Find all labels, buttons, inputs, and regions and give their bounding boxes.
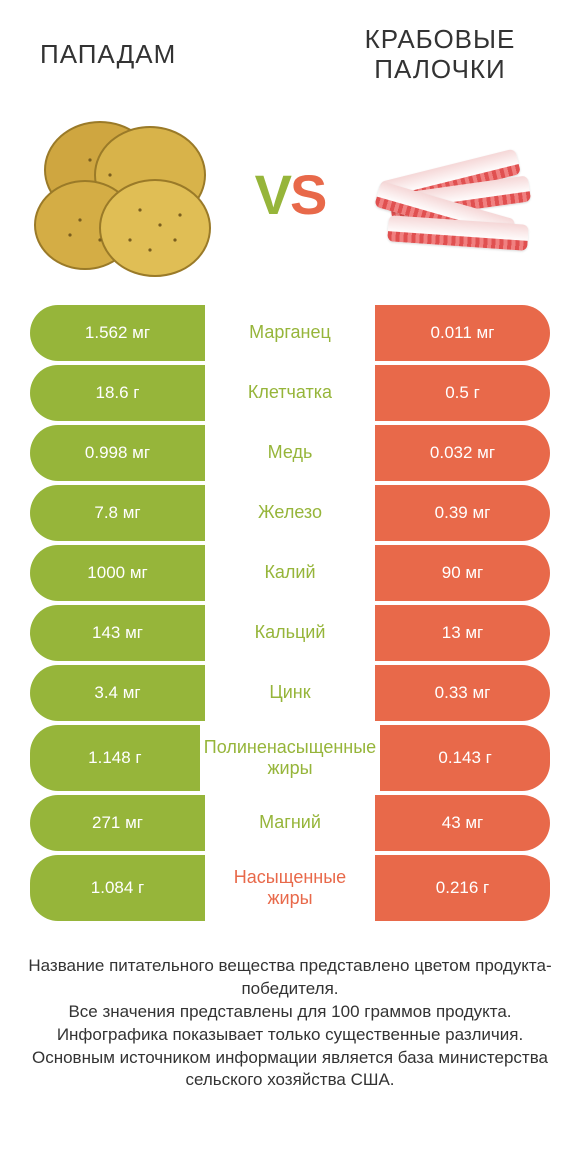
value-right: 0.032 мг: [375, 425, 550, 481]
footnote: Название питательного вещества представл…: [0, 925, 580, 1093]
table-row: 1.148 гПолиненасыщенные жиры0.143 г: [30, 725, 550, 791]
value-right: 0.5 г: [375, 365, 550, 421]
table-row: 7.8 мгЖелезо0.39 мг: [30, 485, 550, 541]
value-right: 13 мг: [375, 605, 550, 661]
vs-label: VS: [255, 162, 326, 227]
nutrient-label: Кальций: [205, 605, 375, 661]
value-left: 18.6 г: [30, 365, 205, 421]
value-left: 1.562 мг: [30, 305, 205, 361]
footnote-line: Основным источником информации является …: [28, 1047, 552, 1093]
value-left: 1.084 г: [30, 855, 205, 921]
value-left: 271 мг: [30, 795, 205, 851]
nutrient-label: Клетчатка: [205, 365, 375, 421]
value-right: 0.39 мг: [375, 485, 550, 541]
table-row: 3.4 мгЦинк0.33 мг: [30, 665, 550, 721]
table-row: 143 мгКальций13 мг: [30, 605, 550, 661]
table-row: 18.6 гКлетчатка0.5 г: [30, 365, 550, 421]
table-row: 1.084 гНасыщенные жиры0.216 г: [30, 855, 550, 921]
nutrient-label: Медь: [205, 425, 375, 481]
value-left: 1000 мг: [30, 545, 205, 601]
table-row: 1000 мгКалий90 мг: [30, 545, 550, 601]
footnote-line: Все значения представлены для 100 граммо…: [28, 1001, 552, 1024]
value-right: 0.33 мг: [375, 665, 550, 721]
nutrient-label: Насыщенные жиры: [205, 855, 375, 921]
value-right: 0.143 г: [380, 725, 550, 791]
crab-sticks-image: [360, 110, 550, 280]
product-right-title: КРАБОВЫЕ ПАЛОЧКИ: [340, 25, 540, 85]
papadam-image: [30, 110, 220, 280]
footnote-line: Название питательного вещества представл…: [28, 955, 552, 1001]
value-right: 90 мг: [375, 545, 550, 601]
header: ПАПАДАМ КРАБОВЫЕ ПАЛОЧКИ: [0, 0, 580, 95]
table-row: 271 мгМагний43 мг: [30, 795, 550, 851]
comparison-table: 1.562 мгМарганец0.011 мг18.6 гКлетчатка0…: [0, 305, 580, 921]
product-left-title: ПАПАДАМ: [40, 40, 176, 70]
vs-s: S: [290, 163, 325, 226]
value-left: 3.4 мг: [30, 665, 205, 721]
hero-row: VS: [0, 95, 580, 305]
nutrient-label: Цинк: [205, 665, 375, 721]
value-right: 0.011 мг: [375, 305, 550, 361]
table-row: 0.998 мгМедь0.032 мг: [30, 425, 550, 481]
value-right: 0.216 г: [375, 855, 550, 921]
footnote-line: Инфографика показывает только существенн…: [28, 1024, 552, 1047]
vs-v: V: [255, 163, 290, 226]
value-left: 0.998 мг: [30, 425, 205, 481]
value-left: 1.148 г: [30, 725, 200, 791]
value-left: 7.8 мг: [30, 485, 205, 541]
value-left: 143 мг: [30, 605, 205, 661]
table-row: 1.562 мгМарганец0.011 мг: [30, 305, 550, 361]
value-right: 43 мг: [375, 795, 550, 851]
nutrient-label: Железо: [205, 485, 375, 541]
nutrient-label: Калий: [205, 545, 375, 601]
nutrient-label: Магний: [205, 795, 375, 851]
nutrient-label: Полиненасыщенные жиры: [200, 725, 380, 791]
nutrient-label: Марганец: [205, 305, 375, 361]
